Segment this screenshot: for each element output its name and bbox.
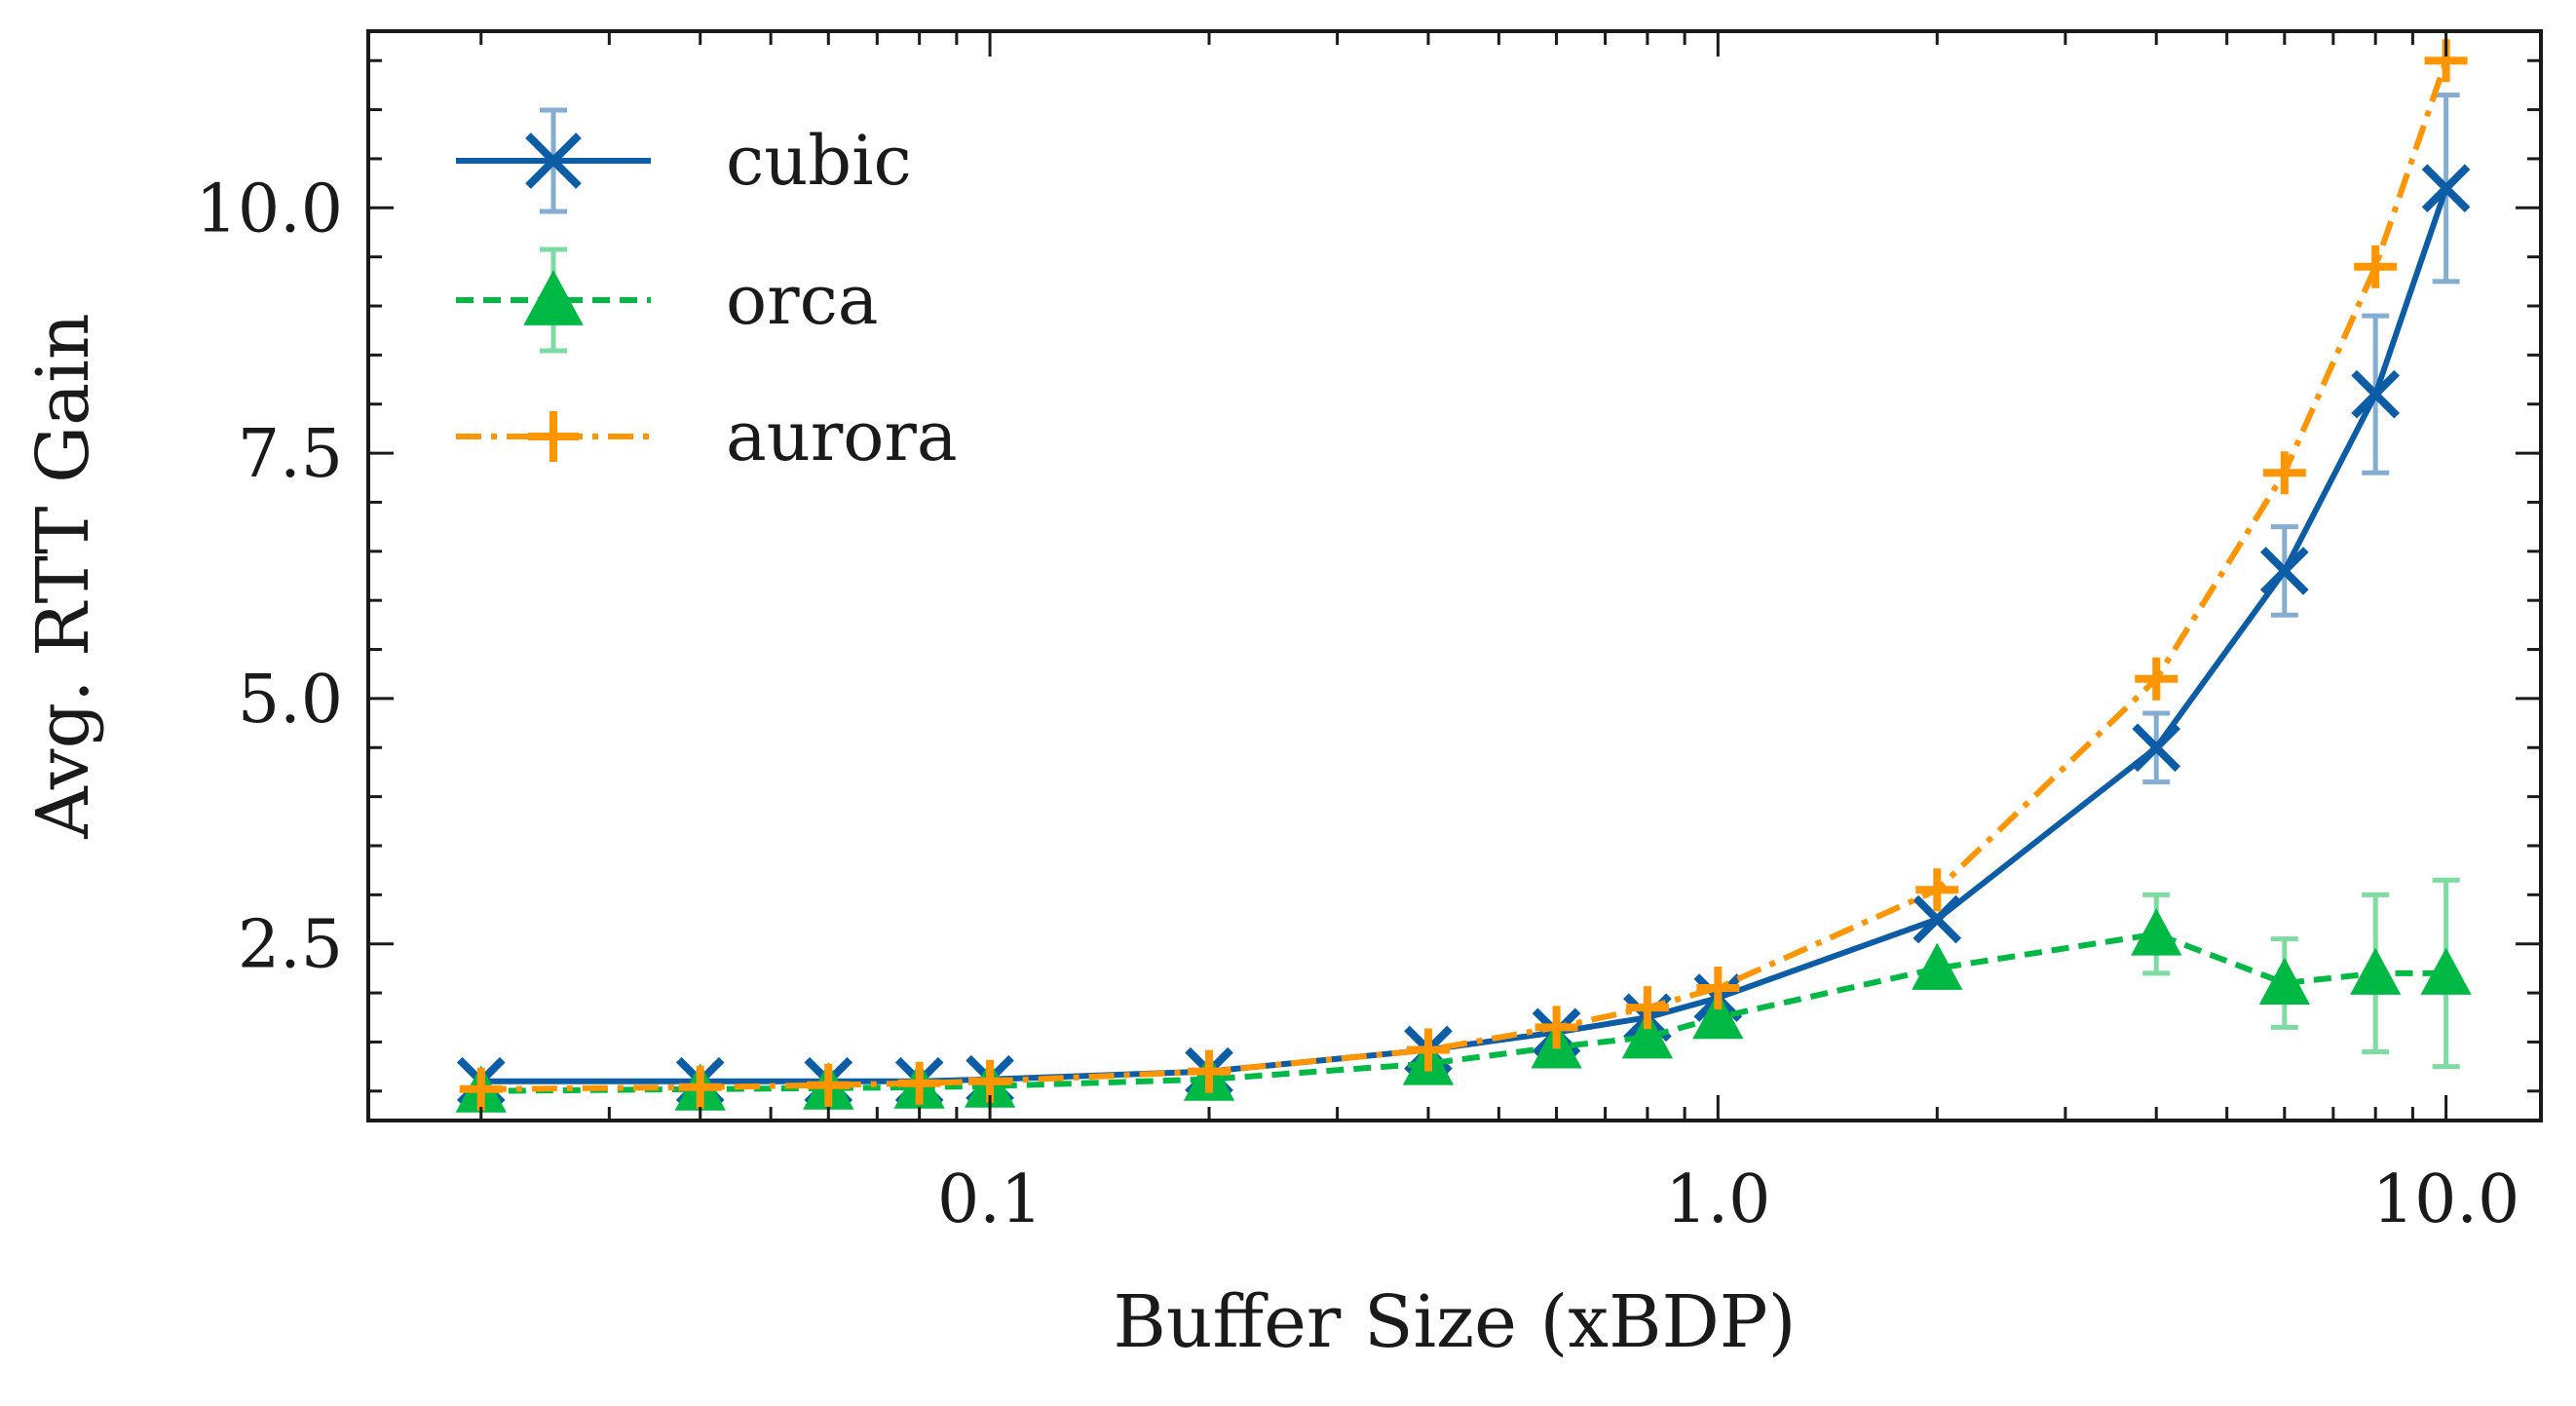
- x-tick-label: 10.0: [2372, 1161, 2519, 1238]
- legend-label: cubic: [726, 121, 912, 201]
- legend-label: orca: [726, 260, 879, 340]
- axis-ticks: 0.1 1.0 10.0 2.5 5.0 7.5 10.0: [196, 31, 2541, 1238]
- legend: cubic orca aurora: [456, 107, 958, 476]
- data-point: [2262, 451, 2306, 495]
- series-orca: [455, 877, 2472, 1113]
- data-point: [807, 1063, 851, 1107]
- data-point: [2131, 908, 2182, 956]
- data-point: [1406, 1028, 1450, 1072]
- plot-frame: [366, 29, 2543, 1122]
- data-point: [1692, 991, 1744, 1040]
- data-point: [1188, 1049, 1231, 1093]
- data-point: [1625, 986, 1669, 1030]
- legend-marker: [523, 270, 584, 325]
- data-point: [2350, 947, 2402, 995]
- legend-entry-aurora: aurora: [456, 397, 958, 476]
- data-point: [2354, 245, 2398, 288]
- x-tick-label: 0.1: [937, 1161, 1042, 1238]
- legend-label: aurora: [726, 397, 958, 476]
- data-point: [1915, 868, 1959, 912]
- y-tick-label: 2.5: [238, 907, 343, 984]
- x-axis-label: Buffer Size (xBDP): [1114, 1280, 1797, 1364]
- data-point: [2420, 947, 2472, 995]
- data-point: [2135, 657, 2178, 701]
- legend-entry-cubic: cubic: [456, 107, 912, 214]
- legend-entry-orca: orca: [456, 247, 879, 354]
- data-point: [2258, 957, 2310, 1005]
- legend-marker: [525, 133, 582, 189]
- y-tick-label: 5.0: [238, 662, 343, 739]
- data-point: [2421, 164, 2471, 212]
- plot-area: [455, 39, 2472, 1113]
- data-point: [2351, 369, 2401, 419]
- data-point: [1913, 894, 1962, 944]
- data-point: [1621, 1011, 1674, 1059]
- series-aurora: [459, 39, 2468, 1111]
- y-tick-label: 10.0: [196, 171, 343, 247]
- y-axis-label: Avg. RTT Gain: [21, 313, 105, 839]
- data-point: [459, 1067, 503, 1111]
- data-point: [2132, 723, 2181, 773]
- data-point: [897, 1061, 941, 1105]
- y-tick-label: 7.5: [238, 416, 343, 493]
- data-point: [1534, 1006, 1578, 1049]
- legend-marker: [528, 411, 579, 462]
- data-point: [2260, 547, 2309, 595]
- x-tick-label: 1.0: [1665, 1161, 1770, 1238]
- data-point: [678, 1065, 722, 1109]
- series-line: [480, 931, 2446, 1094]
- data-point: [1696, 967, 1740, 1010]
- data-point: [1912, 942, 1963, 990]
